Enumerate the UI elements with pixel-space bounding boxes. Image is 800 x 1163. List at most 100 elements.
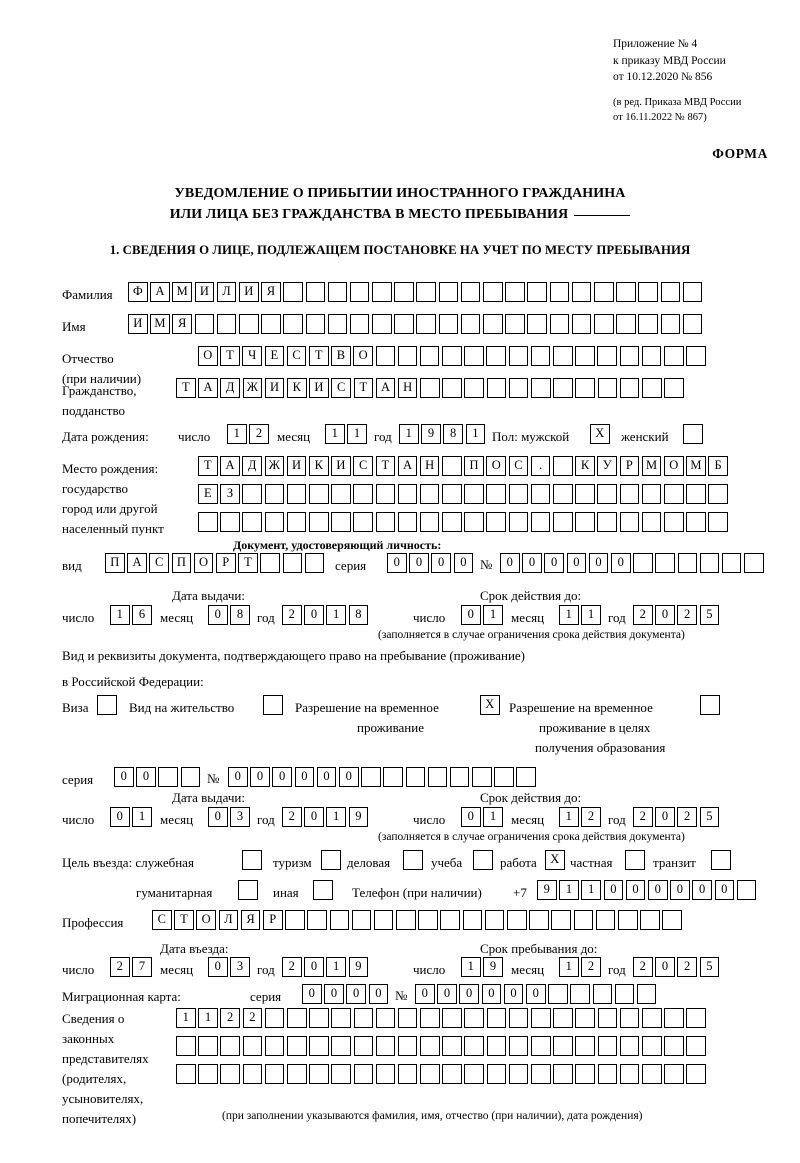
char-box[interactable]	[686, 512, 706, 532]
char-box[interactable]: О	[198, 346, 218, 366]
char-box[interactable]: 1	[581, 880, 601, 900]
char-box[interactable]	[483, 314, 503, 334]
char-box[interactable]: 0	[208, 605, 228, 625]
char-box[interactable]: 0	[522, 553, 542, 573]
char-box[interactable]: 2	[677, 957, 697, 977]
char-box[interactable]: А	[397, 456, 418, 476]
char-box[interactable]	[304, 553, 325, 573]
char-box[interactable]	[353, 1008, 374, 1028]
char-box[interactable]: 0	[670, 880, 690, 900]
char-box[interactable]	[353, 1036, 374, 1056]
char-box[interactable]	[641, 512, 662, 532]
char-box[interactable]	[575, 484, 595, 504]
char-box[interactable]: 0	[294, 767, 315, 787]
char-box[interactable]: К	[308, 456, 329, 476]
char-box[interactable]	[396, 910, 416, 930]
char-box[interactable]	[264, 484, 285, 504]
char-box[interactable]	[641, 346, 662, 366]
char-box[interactable]	[375, 1008, 396, 1028]
char-box[interactable]	[573, 910, 594, 930]
char-box[interactable]	[327, 282, 348, 302]
char-box[interactable]	[383, 767, 403, 787]
char-box[interactable]	[531, 1008, 551, 1028]
char-box[interactable]: С	[353, 456, 373, 476]
char-box[interactable]	[640, 910, 660, 930]
char-box[interactable]	[331, 1036, 351, 1056]
char-box[interactable]	[633, 553, 653, 573]
char-box[interactable]: 2	[282, 807, 302, 827]
char-box[interactable]	[553, 1008, 573, 1028]
char-box[interactable]	[507, 910, 527, 930]
char-box[interactable]: Д	[220, 378, 240, 398]
char-box[interactable]: 0	[208, 807, 228, 827]
char-box[interactable]	[708, 512, 728, 532]
char-box[interactable]: О	[663, 456, 684, 476]
char-box[interactable]	[176, 1036, 196, 1056]
char-box[interactable]	[242, 1064, 263, 1084]
char-box[interactable]	[486, 1008, 507, 1028]
char-box[interactable]	[220, 1064, 240, 1084]
char-box[interactable]	[686, 1008, 706, 1028]
char-box[interactable]	[531, 1036, 551, 1056]
char-box[interactable]: 0	[655, 605, 675, 625]
char-box[interactable]: 2	[282, 957, 302, 977]
char-box[interactable]: М	[686, 456, 706, 476]
char-box[interactable]	[619, 1064, 640, 1084]
char-box[interactable]: Я	[172, 314, 192, 334]
char-box[interactable]: 0	[525, 984, 546, 1004]
char-box[interactable]	[194, 314, 215, 334]
char-box[interactable]	[575, 378, 595, 398]
char-box[interactable]: 1	[347, 424, 367, 444]
char-box[interactable]	[677, 553, 698, 573]
char-box[interactable]	[529, 910, 549, 930]
char-box[interactable]: Ф	[128, 282, 148, 302]
char-box[interactable]	[375, 512, 396, 532]
char-box[interactable]: Н	[397, 378, 418, 398]
char-box[interactable]	[261, 314, 281, 334]
temp-residence-checkbox[interactable]: X	[480, 695, 500, 715]
char-box[interactable]	[308, 484, 329, 504]
char-box[interactable]	[305, 314, 326, 334]
char-box[interactable]	[260, 553, 280, 573]
char-box[interactable]: 0	[431, 553, 451, 573]
char-box[interactable]	[397, 1064, 418, 1084]
char-box[interactable]	[575, 1008, 595, 1028]
char-box[interactable]: Ж	[242, 378, 263, 398]
char-box[interactable]	[442, 346, 462, 366]
char-box[interactable]	[420, 1008, 440, 1028]
char-box[interactable]	[198, 512, 218, 532]
char-box[interactable]: Б	[708, 456, 728, 476]
char-box[interactable]	[664, 378, 684, 398]
char-box[interactable]	[494, 767, 514, 787]
char-box[interactable]: 0	[461, 807, 481, 827]
char-box[interactable]	[660, 282, 681, 302]
purpose-other-checkbox[interactable]	[313, 880, 333, 900]
char-box[interactable]: 0	[610, 553, 631, 573]
char-box[interactable]: И	[264, 378, 285, 398]
char-box[interactable]: 1	[581, 605, 601, 625]
char-box[interactable]: 0	[481, 984, 502, 1004]
char-box[interactable]: П	[105, 553, 125, 573]
char-box[interactable]	[553, 484, 573, 504]
char-box[interactable]	[308, 512, 329, 532]
char-box[interactable]: 8	[230, 605, 250, 625]
char-box[interactable]	[419, 484, 440, 504]
char-box[interactable]: 1	[326, 807, 346, 827]
char-box[interactable]: 2	[249, 424, 269, 444]
char-box[interactable]	[464, 1064, 485, 1084]
char-box[interactable]	[744, 553, 764, 573]
char-box[interactable]	[286, 1036, 307, 1056]
char-box[interactable]: 1	[227, 424, 247, 444]
char-box[interactable]: 9	[537, 880, 557, 900]
char-box[interactable]: 0	[324, 984, 344, 1004]
char-box[interactable]	[530, 484, 551, 504]
